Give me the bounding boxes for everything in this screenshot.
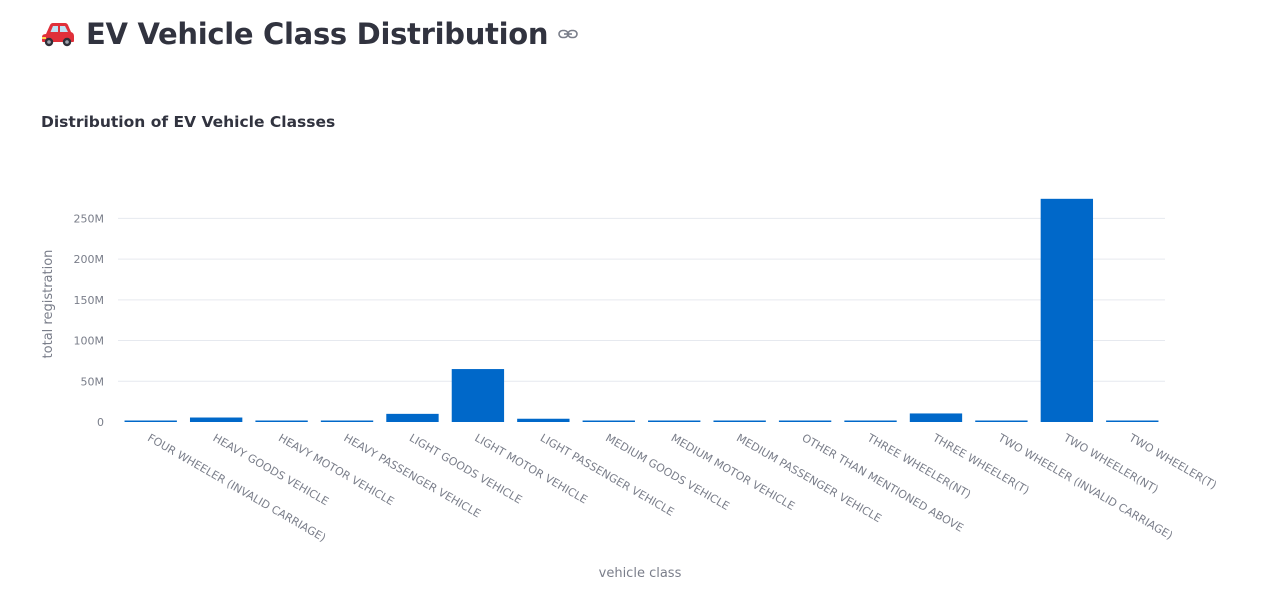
y-tick-label: 0	[97, 416, 104, 429]
bar[interactable]	[582, 420, 635, 423]
bar[interactable]	[844, 420, 897, 423]
y-tick-labels: 0 50M 100M 150M 200M 250M	[74, 212, 105, 429]
bar[interactable]	[189, 417, 243, 422]
bars	[124, 198, 1159, 423]
y-tick-label: 250M	[74, 212, 105, 225]
y-axis-title: total registration	[41, 250, 56, 359]
bar[interactable]	[255, 420, 308, 423]
page-title: EV Vehicle Class Distribution	[86, 17, 549, 51]
page-header: EV Vehicle Class Distribution	[40, 12, 579, 56]
bar[interactable]	[517, 418, 570, 422]
x-tick-labels: FOUR WHEELER (INVALID CARRIAGE)HEAVY GOO…	[145, 431, 1219, 545]
bar[interactable]	[124, 420, 177, 423]
x-tick-label: LIGHT GOODS VEHICLE	[407, 431, 524, 506]
car-icon	[42, 23, 74, 47]
x-tick-label: LIGHT MOTOR VEHICLE	[472, 431, 589, 506]
chart-title: Distribution of EV Vehicle Classes	[41, 113, 336, 131]
x-tick-label: HEAVY MOTOR VEHICLE	[276, 431, 396, 508]
x-axis-title: vehicle class	[599, 566, 682, 581]
bar[interactable]	[451, 369, 505, 422]
x-tick-label: THREE WHEELER(NT)	[864, 431, 973, 501]
y-tick-label: 150M	[74, 294, 105, 307]
x-tick-label: MEDIUM GOODS VEHICLE	[603, 431, 731, 513]
x-tick-label: HEAVY GOODS VEHICLE	[211, 431, 331, 508]
y-tick-label: 50M	[81, 375, 105, 388]
y-tick-label: 100M	[74, 335, 105, 348]
bar[interactable]	[778, 420, 832, 423]
bar[interactable]	[1106, 420, 1159, 423]
bar[interactable]	[713, 420, 766, 423]
x-tick-label: MEDIUM MOTOR VEHICLE	[669, 431, 797, 513]
bar[interactable]	[909, 413, 963, 422]
link-icon[interactable]	[558, 28, 579, 40]
bar[interactable]	[975, 420, 1028, 423]
bar[interactable]	[648, 420, 701, 423]
bar[interactable]	[1040, 198, 1094, 422]
bar[interactable]	[386, 413, 439, 422]
gridlines	[118, 217, 1165, 382]
bar[interactable]	[320, 420, 374, 423]
y-tick-label: 200M	[74, 253, 105, 266]
